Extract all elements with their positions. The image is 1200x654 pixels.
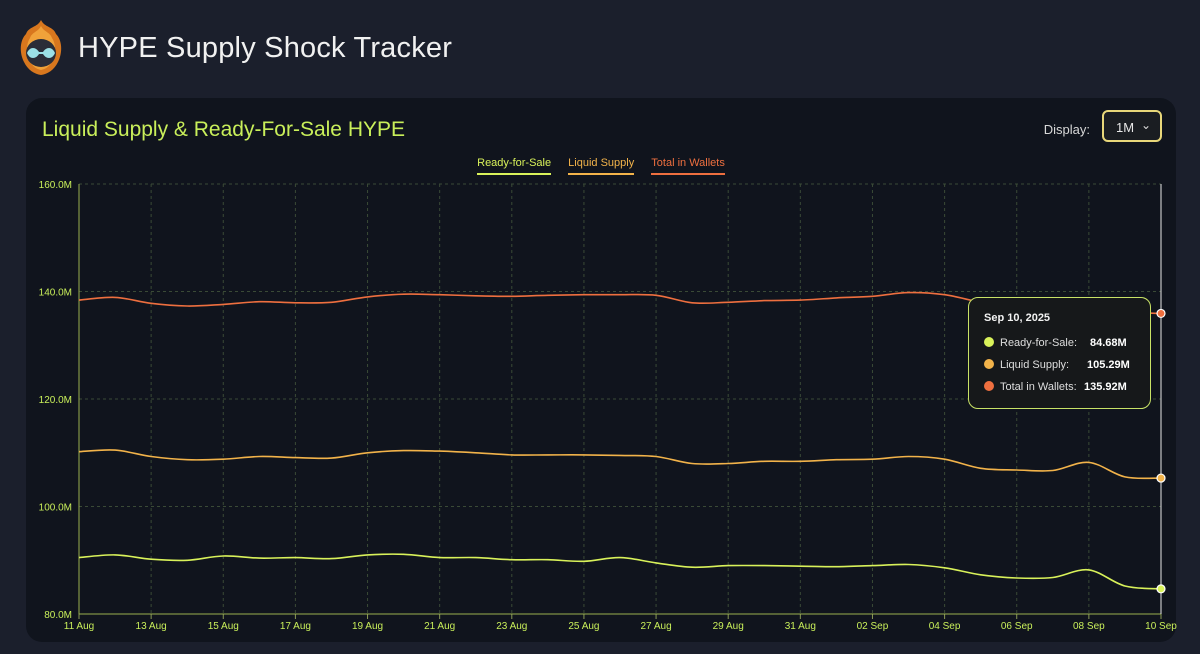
tooltip-ready-label: Ready-for-Sale: [1000,337,1078,349]
legend-item-ready-for-sale[interactable]: Ready-for-Sale [477,157,552,175]
app-title: HYPE Supply Shock Tracker [78,32,453,64]
x-tick-label: 04 Sep [929,621,961,632]
x-tick-label: 02 Sep [857,621,889,632]
series-point-ready [1156,584,1166,594]
hype-logo-icon [20,20,62,75]
x-tick-label: 25 Aug [568,621,599,632]
tooltip-wallets-label: Total in Wallets: [1000,381,1077,393]
tooltip-date: Sep 10, 2025 [984,312,1051,324]
tooltip-ready-dot [984,337,994,347]
series-line-ready [78,553,1162,590]
tooltip-liquid-label: Liquid Supply: [1000,359,1070,371]
x-tick-label: 08 Sep [1073,621,1105,632]
x-tick-label: 10 Sep [1145,621,1177,632]
y-tick-label: 120.0M [39,395,72,406]
series-point-liquid [1156,473,1166,483]
legend-item-total-in-wallets[interactable]: Total in Wallets [651,157,725,175]
x-tick-label: 27 Aug [640,621,671,632]
x-tick-label: 19 Aug [352,621,383,632]
tooltip-liquid-value: 105.29M [1087,359,1130,371]
x-tick-label: 11 Aug [64,621,94,632]
display-label: Display: [1043,122,1090,137]
x-tick-label: 15 Aug [208,621,239,632]
tooltip-row-ready: Ready-for-Sale: [984,337,1077,349]
legend-item-liquid-supply[interactable]: Liquid Supply [568,157,635,175]
y-tick-label: 160.0M [39,180,72,191]
chart-title: Liquid Supply & Ready-For-Sale HYPE [42,118,406,141]
x-tick-label: 23 Aug [496,621,527,632]
tooltip-wallets-value: 135.92M [1084,381,1127,393]
tooltip-wallets-dot [984,381,994,391]
x-tick-label: 31 Aug [785,621,816,632]
app-header: HYPE Supply Shock Tracker [0,0,1200,98]
x-tick-label: 13 Aug [136,621,167,632]
x-tick-label: 21 Aug [424,621,455,632]
tooltip-row-wallets: Total in Wallets: [984,381,1077,393]
y-tick-label: 80.0M [44,610,72,621]
x-tick-label: 06 Sep [1001,621,1033,632]
tooltip-row-liquid: Liquid Supply: [984,359,1069,371]
display-range-select[interactable]: 1M ⌄ [1102,110,1162,142]
series-point-wallets [1156,308,1166,319]
x-tick-label: 17 Aug [280,621,311,632]
series-line-liquid [78,449,1162,480]
tooltip-ready-value: 84.68M [1090,337,1127,349]
y-tick-label: 100.0M [39,503,72,514]
tooltip-liquid-dot [984,359,994,369]
y-tick-label: 140.0M [39,288,72,299]
chart-legend: Ready-for-Sale Liquid Supply Total in Wa… [26,157,1176,175]
display-range-value: 1M [1116,120,1135,135]
chart-tooltip: Sep 10, 2025 Ready-for-Sale: 84.68M Liqu… [968,297,1151,409]
chevron-down-icon: ⌄ [1140,118,1151,132]
x-tick-label: 29 Aug [713,621,744,632]
